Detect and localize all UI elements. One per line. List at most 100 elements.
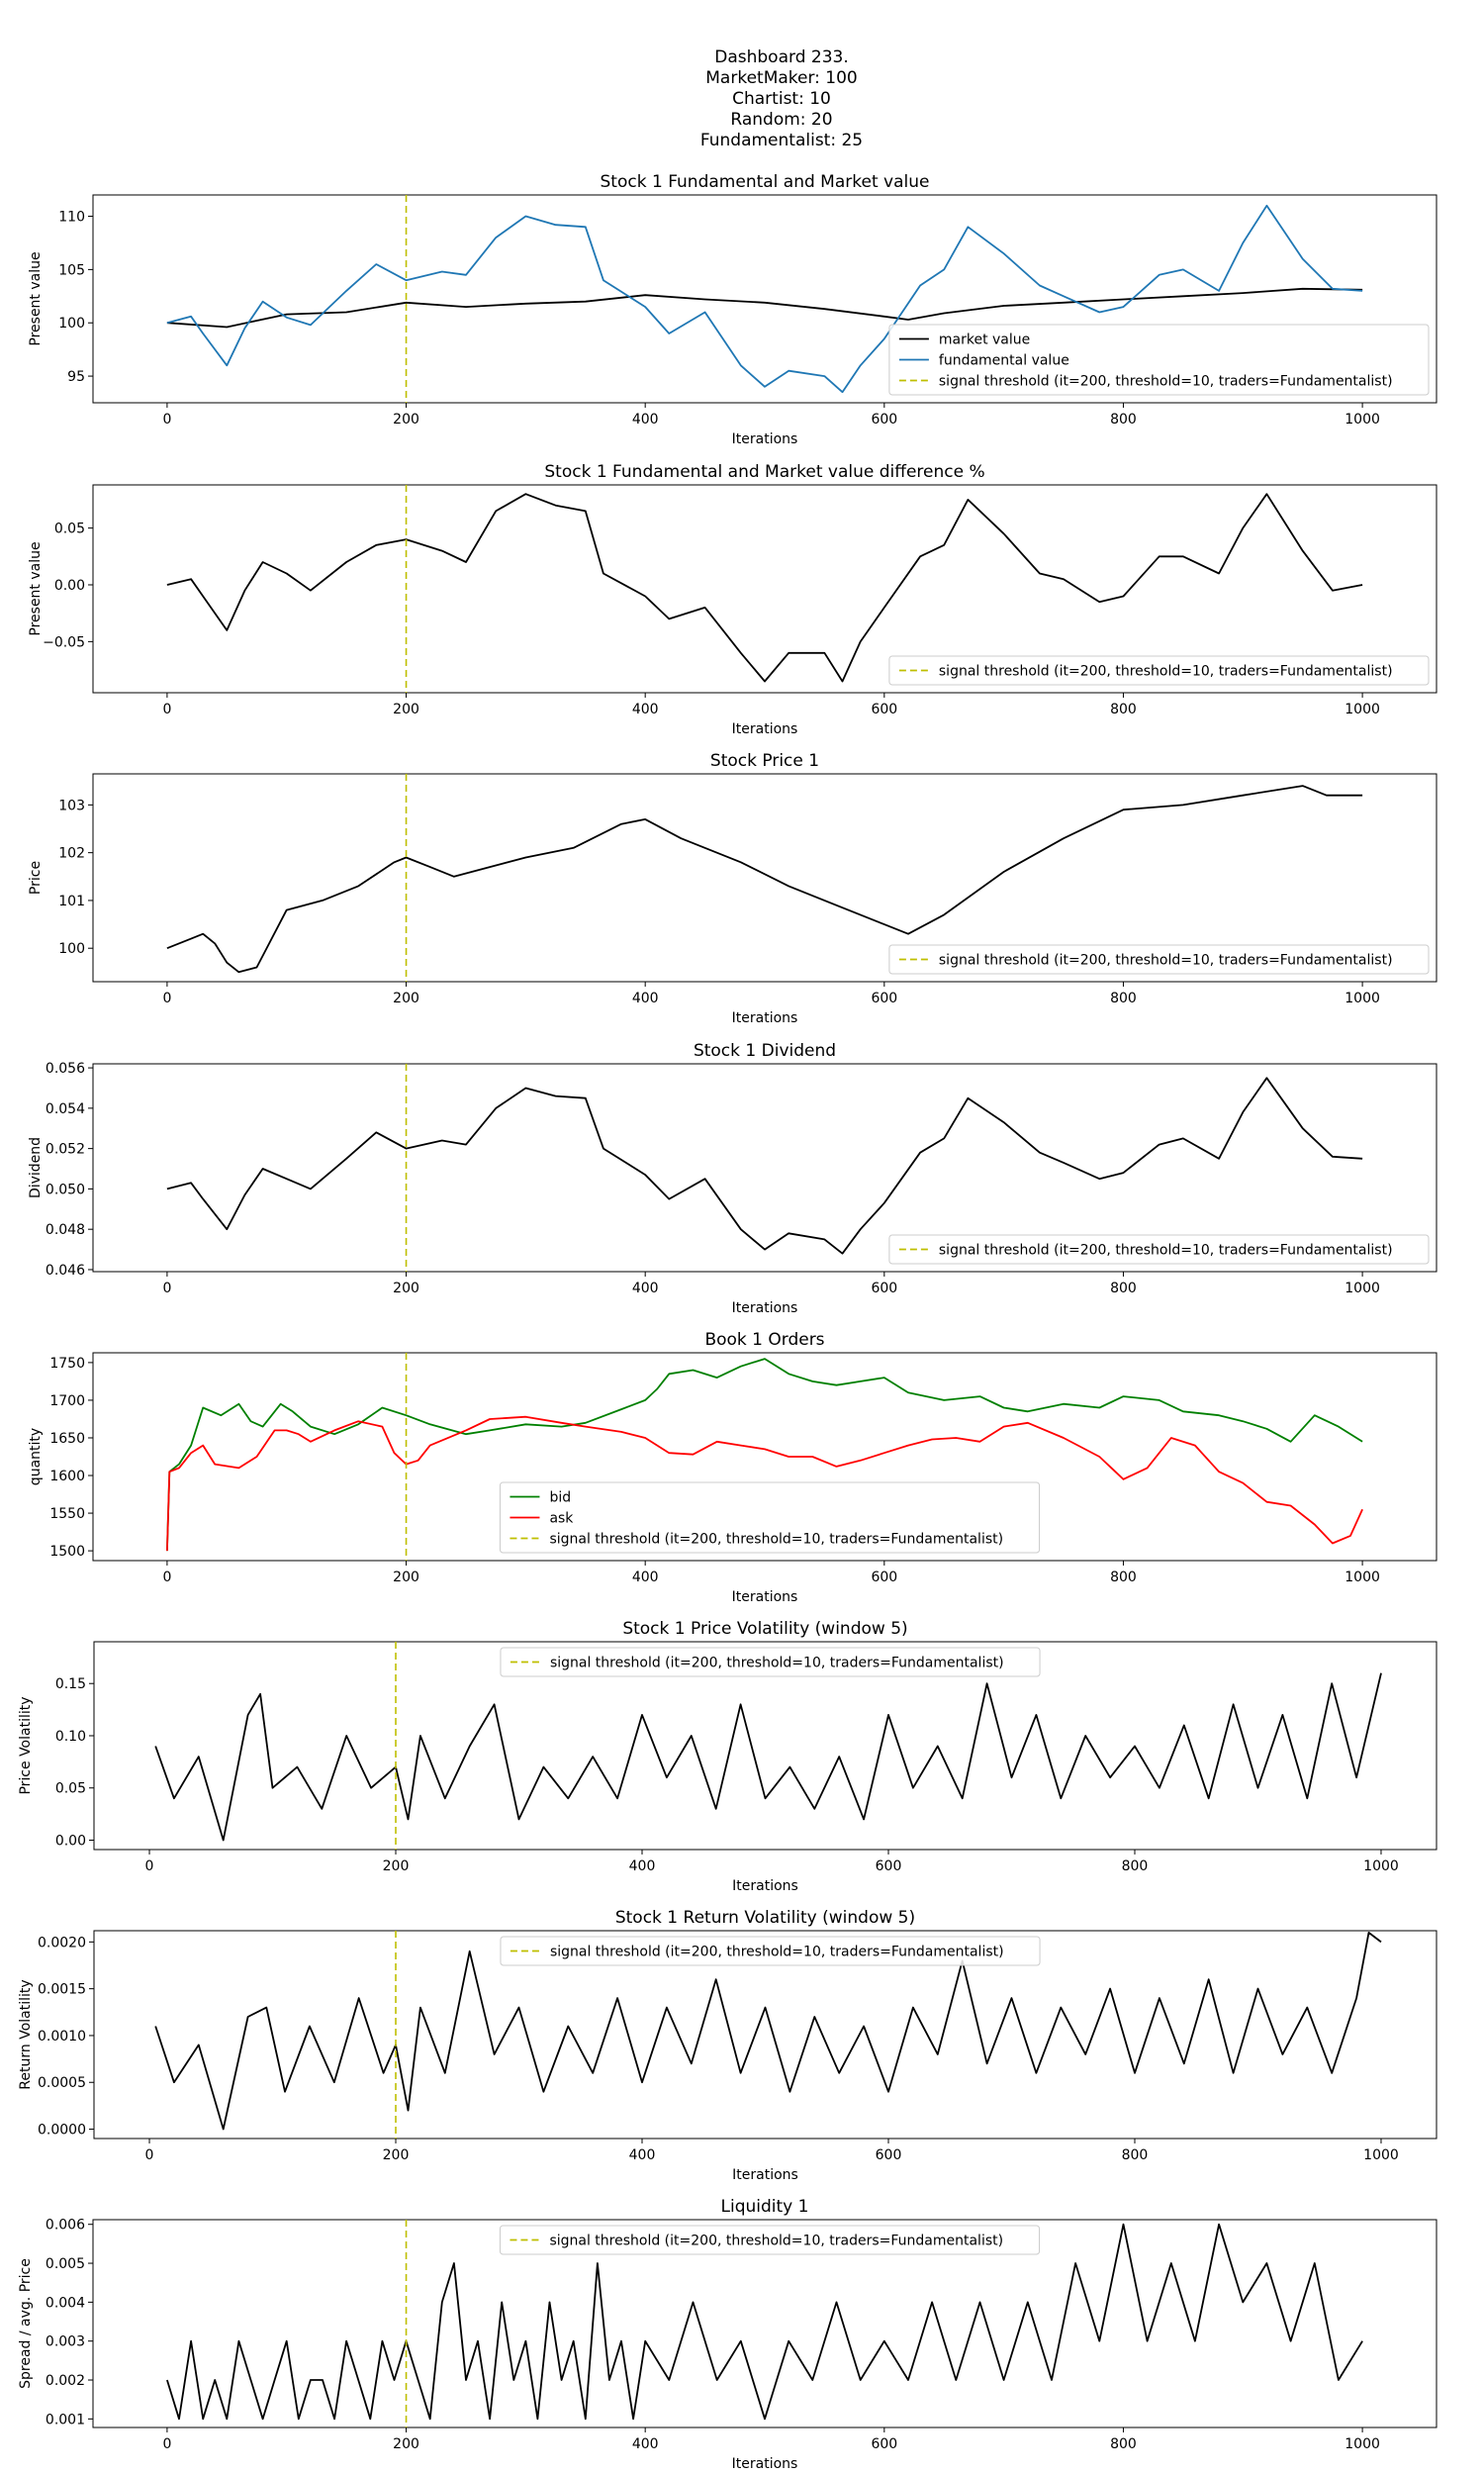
x-axis-label: Iterations xyxy=(732,1010,798,1026)
y-tick-label: 0.006 xyxy=(46,2218,85,2234)
x-tick-label: 1000 xyxy=(1345,412,1380,428)
y-tick-label: 0.048 xyxy=(46,1222,85,1238)
x-tick-label: 0 xyxy=(162,991,171,1006)
x-tick-label: 400 xyxy=(632,991,659,1006)
y-tick-label: −0.05 xyxy=(43,634,85,650)
y-tick-label: 0.054 xyxy=(46,1101,85,1117)
legend: signal threshold (it=200, threshold=10, … xyxy=(500,1647,1041,1677)
x-tick-label: 600 xyxy=(871,1281,897,1296)
chart-title: Stock 1 Fundamental and Market value dif… xyxy=(544,462,984,482)
chart-title: Stock Price 1 xyxy=(710,751,819,771)
x-tick-label: 1000 xyxy=(1345,2436,1380,2452)
x-tick-label: 0 xyxy=(145,2147,154,2163)
y-tick-label: 0.0000 xyxy=(38,2123,86,2139)
y-axis-label: Dividend xyxy=(28,1137,44,1198)
series-line-ask xyxy=(166,1415,1363,1552)
legend-label: signal threshold (it=200, threshold=10, … xyxy=(939,374,1393,390)
x-tick-label: 400 xyxy=(629,1858,656,1874)
x-tick-label: 200 xyxy=(393,2436,419,2452)
y-tick-label: 0.056 xyxy=(46,1061,85,1077)
chart-book-orders: Book 1 Orders 0 200 400 600 800 1000 1500 1550 16… xyxy=(28,1330,1438,1605)
x-tick-label: 600 xyxy=(876,2147,902,2163)
y-tick-label: 110 xyxy=(58,210,85,226)
x-tick-label: 200 xyxy=(393,1281,419,1296)
x-tick-label: 0 xyxy=(162,1281,171,1296)
x-tick-label: 1000 xyxy=(1345,1570,1380,1585)
y-tick-label: 101 xyxy=(58,894,85,909)
title-line: Chartist: 10 xyxy=(732,89,831,109)
legend-label: signal threshold (it=200, threshold=10, … xyxy=(939,664,1393,680)
x-tick-label: 600 xyxy=(876,1858,902,1874)
legend-box xyxy=(888,324,1430,396)
chart-stock-price: Stock Price 1 0 200 400 600 800 1000 100 101 102 1… xyxy=(28,751,1438,1026)
y-tick-label: 105 xyxy=(58,262,85,278)
legend-label: market value xyxy=(939,333,1030,348)
title-line: Dashboard 233. xyxy=(714,48,849,67)
x-axis-label: Iterations xyxy=(732,2456,798,2472)
series-line-0 xyxy=(166,1077,1363,1255)
x-tick-label: 200 xyxy=(393,991,419,1006)
y-tick-label: 0.00 xyxy=(55,1834,86,1850)
legend-label: bid xyxy=(549,1490,571,1506)
x-axis-label: Iterations xyxy=(732,1300,798,1316)
x-tick-label: 400 xyxy=(629,2147,656,2163)
legend-label: signal threshold (it=200, threshold=10, … xyxy=(549,1532,1003,1548)
chart-fundamental-market: Stock 1 Fundamental and Market value 0 200… xyxy=(28,172,1438,447)
x-axis-label: Iterations xyxy=(732,2167,798,2183)
y-tick-label: 0.0015 xyxy=(38,1982,86,1998)
x-tick-label: 600 xyxy=(871,1570,897,1585)
x-tick-label: 800 xyxy=(1110,1281,1137,1296)
legend: signal threshold (it=200, threshold=10, … xyxy=(500,1936,1041,1966)
title-line: Random: 20 xyxy=(730,110,833,130)
legend-label: signal threshold (it=200, threshold=10, … xyxy=(549,2234,1003,2249)
series-group xyxy=(166,493,1363,683)
y-tick-label: 0.00 xyxy=(54,578,85,594)
series-line-market-value xyxy=(166,287,1363,329)
x-tick-label: 1000 xyxy=(1345,991,1380,1006)
x-tick-label: 0 xyxy=(162,412,171,428)
x-tick-label: 800 xyxy=(1110,412,1137,428)
y-tick-label: 103 xyxy=(58,798,85,813)
y-axis-label: Return Volatility xyxy=(18,1979,34,2089)
x-tick-label: 800 xyxy=(1122,1858,1149,1874)
y-axis-label: Price Volatility xyxy=(18,1696,34,1794)
legend-box xyxy=(888,1234,1430,1265)
legend: market value fundamental value signal thre… xyxy=(888,324,1430,396)
legend-box xyxy=(888,944,1430,975)
x-tick-label: 800 xyxy=(1110,2436,1137,2452)
series-line-fundamental-value xyxy=(166,204,1363,394)
chart-title: Liquidity 1 xyxy=(721,2197,809,2217)
y-tick-label: 1650 xyxy=(49,1431,85,1447)
y-tick-label: 0.0020 xyxy=(38,1935,86,1951)
series-group xyxy=(154,1672,1382,1842)
chart-price-volatility: Stock 1 Price Volatility (window 5) 0 200 4… xyxy=(18,1619,1438,1894)
x-tick-label: 0 xyxy=(145,1858,154,1874)
x-tick-label: 400 xyxy=(632,702,659,717)
y-tick-label: 1750 xyxy=(49,1356,85,1372)
x-axis-label: Iterations xyxy=(732,1589,798,1605)
y-axis-label: Price xyxy=(28,861,44,895)
chart-return-volatility: Stock 1 Return Volatility (window 5) 0 200… xyxy=(18,1908,1438,2183)
chart-liquidity: Liquidity 1 0 200 400 600 800 1000 0.001 0.002 0.… xyxy=(18,2197,1438,2472)
series-group xyxy=(166,2223,1363,2421)
y-tick-label: 0.10 xyxy=(55,1729,86,1745)
x-tick-label: 400 xyxy=(632,412,659,428)
legend-box xyxy=(499,2225,1041,2255)
chart-title: Stock 1 Dividend xyxy=(694,1041,836,1061)
x-tick-label: 400 xyxy=(632,2436,659,2452)
series-line-0 xyxy=(154,1672,1382,1842)
y-tick-label: 0.001 xyxy=(46,2412,85,2427)
x-tick-label: 200 xyxy=(383,1858,410,1874)
x-tick-label: 200 xyxy=(393,1570,419,1585)
x-tick-label: 1000 xyxy=(1363,1858,1399,1874)
chart-title: Stock 1 Price Volatility (window 5) xyxy=(622,1619,907,1639)
x-tick-label: 200 xyxy=(383,2147,410,2163)
y-tick-label: 1550 xyxy=(49,1506,85,1522)
legend: signal threshold (it=200, threshold=10, … xyxy=(499,2225,1041,2255)
y-tick-label: 0.005 xyxy=(46,2256,85,2272)
y-axis-label: Present value xyxy=(28,251,44,345)
legend: bid ask signal threshold (it=200, threshol… xyxy=(499,1481,1041,1554)
x-tick-label: 800 xyxy=(1110,1570,1137,1585)
x-tick-label: 600 xyxy=(871,2436,897,2452)
y-tick-label: 95 xyxy=(67,369,85,385)
